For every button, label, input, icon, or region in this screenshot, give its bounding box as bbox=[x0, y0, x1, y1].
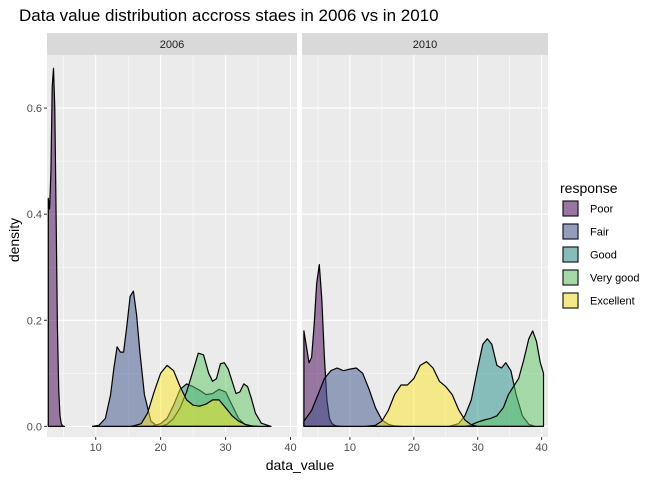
density-area-fair bbox=[91, 290, 158, 427]
legend-swatch bbox=[562, 292, 579, 309]
legend-item-poor: Poor bbox=[562, 200, 614, 217]
legend-item-excellent: Excellent bbox=[562, 292, 635, 309]
x-axis-title: data_value bbox=[266, 457, 335, 473]
x-tick-label: 40 bbox=[535, 442, 547, 454]
legend-label: Poor bbox=[590, 204, 614, 216]
legend: response Poor Fair Good Very good Excellent bbox=[560, 180, 640, 309]
legend-label: Good bbox=[590, 250, 617, 262]
legend-label: Fair bbox=[590, 227, 609, 239]
density-area-poor bbox=[47, 67, 66, 427]
y-tick-label: 0.6 bbox=[27, 103, 42, 115]
density-area-very-good bbox=[464, 330, 545, 427]
legend-item-fair: Fair bbox=[562, 223, 609, 240]
legend-title: response bbox=[560, 180, 618, 196]
legend-label: Excellent bbox=[590, 296, 635, 308]
facet-strip-label: 2010 bbox=[413, 39, 437, 51]
facet-strip bbox=[47, 33, 297, 55]
x-tick-label: 10 bbox=[90, 442, 102, 454]
x-tick-label: 20 bbox=[408, 442, 420, 454]
facet-panel-2006: 2006 10 20 30 40 0.0 0.2 0.4 0.6 bbox=[27, 33, 297, 454]
density-area-excellent bbox=[365, 361, 479, 427]
legend-item-very-good: Very good bbox=[562, 269, 640, 286]
y-axis-title: density bbox=[6, 218, 22, 262]
x-tick-label: 10 bbox=[344, 442, 356, 454]
chart-title: Data value distribution accross staes in… bbox=[19, 6, 439, 25]
x-tick-label: 40 bbox=[284, 442, 296, 454]
legend-swatch bbox=[562, 223, 579, 240]
legend-swatch bbox=[562, 269, 579, 286]
facet-strip-label: 2006 bbox=[160, 39, 184, 51]
density-area-excellent bbox=[130, 364, 259, 427]
legend-item-good: Good bbox=[562, 246, 617, 263]
y-tick-label: 0.4 bbox=[27, 209, 42, 221]
x-tick-label: 20 bbox=[155, 442, 167, 454]
legend-swatch bbox=[562, 246, 579, 263]
y-tick-label: 0.2 bbox=[27, 315, 42, 327]
x-tick-label: 30 bbox=[472, 442, 484, 454]
x-tick-label: 30 bbox=[219, 442, 231, 454]
legend-swatch bbox=[562, 200, 579, 217]
y-tick-label: 0.0 bbox=[27, 421, 42, 433]
legend-label: Very good bbox=[590, 273, 640, 285]
facet-strip bbox=[302, 33, 548, 55]
